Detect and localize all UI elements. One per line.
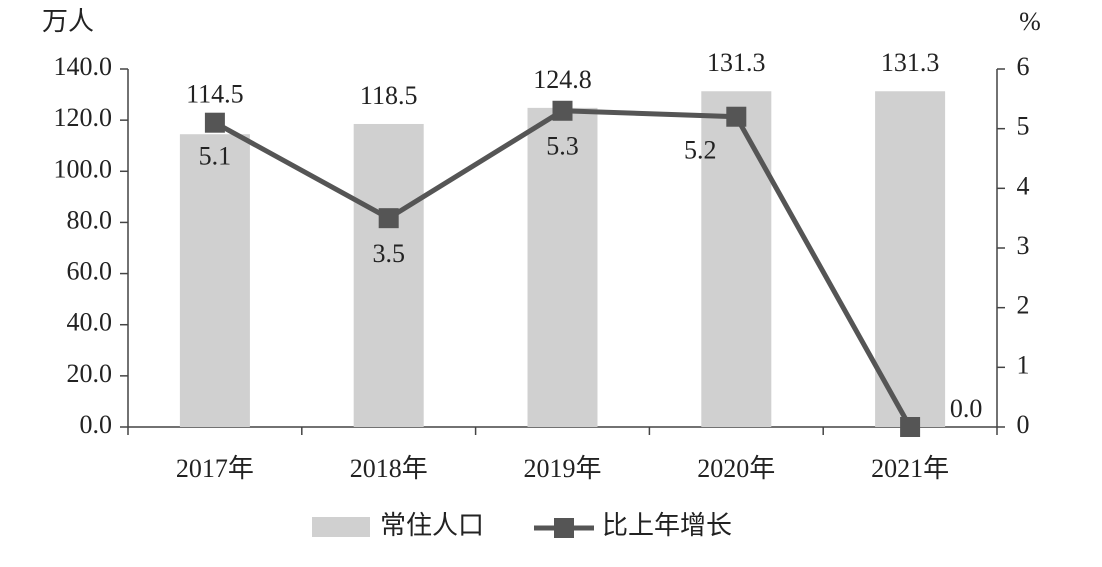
- y-axis-title: 万人: [42, 7, 94, 36]
- line-marker: [726, 106, 747, 127]
- bar-value-label: 124.8: [533, 65, 592, 94]
- bar: [353, 123, 424, 427]
- legend-swatch: [312, 517, 370, 537]
- bar: [875, 91, 946, 428]
- line-marker: [204, 112, 225, 133]
- bar: [527, 107, 598, 428]
- bar: [701, 91, 772, 428]
- y-tick-label: 0.0: [80, 410, 113, 439]
- y-tick-label: 80.0: [67, 205, 113, 234]
- y-tick-label: 140.0: [54, 52, 113, 81]
- y2-tick-label: 3: [1017, 231, 1030, 260]
- y2-tick-label: 6: [1017, 52, 1030, 81]
- y2-tick-label: 0: [1017, 410, 1030, 439]
- y2-axis-title: %: [1019, 7, 1041, 36]
- bar-value-label: 131.3: [707, 48, 766, 77]
- legend-label: 比上年增长: [602, 511, 732, 540]
- x-tick-label: 2017年: [176, 454, 254, 483]
- y2-tick-label: 1: [1017, 350, 1030, 379]
- line-marker: [378, 208, 399, 229]
- y-tick-label: 20.0: [67, 359, 113, 388]
- y-tick-label: 120.0: [54, 103, 113, 132]
- y-tick-label: 60.0: [67, 257, 113, 286]
- y2-tick-label: 4: [1017, 171, 1030, 200]
- legend-label: 常住人口: [380, 511, 484, 540]
- line-value-label: 3.5: [372, 239, 405, 268]
- x-tick-label: 2020年: [697, 454, 775, 483]
- line-value-label: 5.3: [546, 132, 579, 161]
- bar-value-label: 114.5: [186, 80, 244, 109]
- bar-value-label: 131.3: [881, 48, 940, 77]
- line-value-label: 0.0: [950, 394, 983, 423]
- line-value-label: 5.2: [684, 136, 717, 165]
- x-tick-label: 2021年: [871, 454, 949, 483]
- line-marker: [552, 100, 573, 121]
- bar-value-label: 118.5: [360, 81, 418, 110]
- line-value-label: 5.1: [199, 142, 232, 171]
- y2-tick-label: 5: [1017, 112, 1030, 141]
- y-tick-label: 100.0: [54, 154, 113, 183]
- bar: [179, 134, 250, 427]
- legend-marker: [554, 518, 574, 538]
- line-marker: [900, 417, 921, 437]
- y2-tick-label: 2: [1017, 291, 1030, 320]
- x-tick-label: 2018年: [350, 454, 428, 483]
- x-tick-label: 2019年: [523, 454, 601, 483]
- y-tick-label: 40.0: [67, 308, 113, 337]
